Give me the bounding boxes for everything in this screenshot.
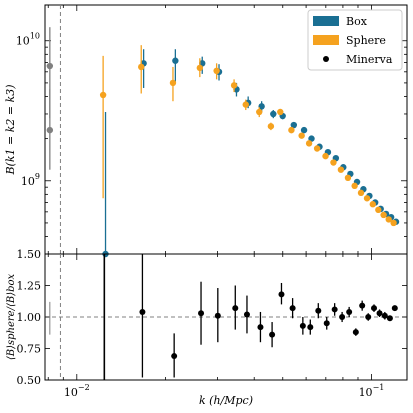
x-tick-exponent: −2 bbox=[78, 383, 90, 392]
legend-label-minerva: Minerva bbox=[346, 53, 393, 66]
legend-marker-minerva bbox=[323, 56, 329, 62]
data-point-ratio bbox=[315, 307, 322, 314]
data-point-sphere bbox=[230, 82, 238, 89]
data-point-sphere bbox=[169, 79, 177, 87]
data-point-ratio bbox=[391, 305, 398, 312]
data-point-ratio bbox=[232, 305, 239, 312]
y-tick-label: 1.50 bbox=[17, 248, 42, 261]
x-tick-label: 10−1 bbox=[359, 383, 385, 399]
data-point-box bbox=[270, 110, 277, 118]
data-point-ratio bbox=[171, 353, 178, 360]
top-y-axis-label: B(k1 = k2 = k3) bbox=[4, 84, 17, 175]
data-point-box bbox=[300, 126, 308, 134]
legend-label-box: Box bbox=[346, 15, 368, 28]
data-point-sphere bbox=[267, 123, 275, 130]
data-point-sphere bbox=[344, 174, 352, 182]
data-point-ratio bbox=[307, 324, 314, 331]
data-point-box bbox=[172, 57, 179, 64]
data-point-ratio bbox=[323, 320, 330, 327]
bottom-y-axis-label: ⟨B⟩sphere/⟨B⟩box bbox=[6, 273, 17, 360]
bottom-panel: 0.50 0.75 1.00 1.25 1.50 10−2 10−1 k (h/Mpc) ⟨B⟩… bbox=[6, 248, 408, 407]
legend-swatch-sphere bbox=[313, 35, 339, 45]
data-point-ratio bbox=[346, 308, 353, 315]
data-point-box bbox=[308, 135, 315, 142]
y-tick-exponent: 10 bbox=[30, 32, 40, 41]
y-tick-label: 0.75 bbox=[17, 343, 42, 356]
data-point-sphere bbox=[351, 182, 358, 190]
bottom-axes-frame bbox=[44, 253, 408, 381]
data-point-ratio bbox=[376, 310, 383, 317]
data-point-sphere bbox=[242, 101, 249, 108]
data-point-minerva bbox=[46, 126, 54, 134]
data-point-sphere bbox=[277, 108, 284, 116]
data-point-sphere bbox=[313, 145, 321, 152]
data-point-ratio bbox=[243, 311, 250, 318]
data-point-ratio bbox=[365, 314, 372, 320]
data-point-sphere bbox=[138, 63, 145, 71]
data-point-box bbox=[290, 121, 298, 129]
y-tick-label: 1.25 bbox=[17, 280, 42, 293]
data-point-ratio bbox=[359, 302, 366, 309]
data-point-sphere bbox=[298, 132, 305, 139]
data-point-ratio bbox=[371, 305, 378, 312]
y-tick-label: 1010 bbox=[16, 32, 40, 48]
legend: Box Sphere Minerva bbox=[307, 9, 403, 71]
data-point-ratio bbox=[198, 310, 205, 317]
data-point-sphere bbox=[322, 152, 329, 160]
x-tick-label: 10−2 bbox=[64, 383, 90, 399]
data-point-sphere bbox=[363, 195, 371, 202]
data-point-ratio bbox=[139, 308, 146, 315]
y-tick-label: 0.50 bbox=[17, 374, 42, 387]
data-point-box bbox=[258, 103, 265, 110]
data-point-sphere bbox=[357, 189, 365, 197]
legend-label-sphere: Sphere bbox=[346, 34, 386, 47]
data-point-sphere bbox=[213, 67, 220, 75]
data-point-ratio bbox=[352, 329, 359, 336]
x-tick-exponent: −1 bbox=[373, 383, 385, 392]
y-tick-exponent: 9 bbox=[35, 172, 40, 181]
data-point-minerva bbox=[46, 62, 54, 70]
data-point-sphere bbox=[288, 126, 295, 134]
data-point-ratio bbox=[257, 324, 264, 331]
data-point-sphere bbox=[337, 166, 345, 173]
data-point-ratio bbox=[269, 331, 276, 338]
data-point-sphere bbox=[99, 91, 107, 99]
data-point-ratio bbox=[278, 291, 285, 298]
data-point-ratio bbox=[214, 312, 221, 319]
x-axis-label: k (h/Mpc) bbox=[199, 394, 253, 407]
data-point-ratio bbox=[339, 314, 346, 320]
data-point-ratio bbox=[289, 305, 296, 312]
data-point-sphere bbox=[375, 206, 382, 214]
data-point-ratio bbox=[381, 312, 388, 319]
data-point-sphere bbox=[330, 159, 337, 166]
data-point-sphere bbox=[369, 201, 377, 208]
data-point-sphere bbox=[305, 140, 313, 147]
data-point-sphere bbox=[380, 211, 387, 219]
data-point-ratio bbox=[386, 315, 393, 322]
data-point-sphere bbox=[385, 216, 392, 223]
data-point-ratio bbox=[331, 306, 338, 313]
data-point-sphere bbox=[256, 108, 263, 116]
data-point-sphere bbox=[196, 64, 204, 72]
y-tick-label: 109 bbox=[21, 172, 40, 188]
data-point-ratio bbox=[299, 322, 306, 329]
data-point-sphere bbox=[390, 219, 397, 227]
legend-swatch-box bbox=[313, 16, 339, 26]
y-tick-label: 1.00 bbox=[17, 311, 42, 324]
